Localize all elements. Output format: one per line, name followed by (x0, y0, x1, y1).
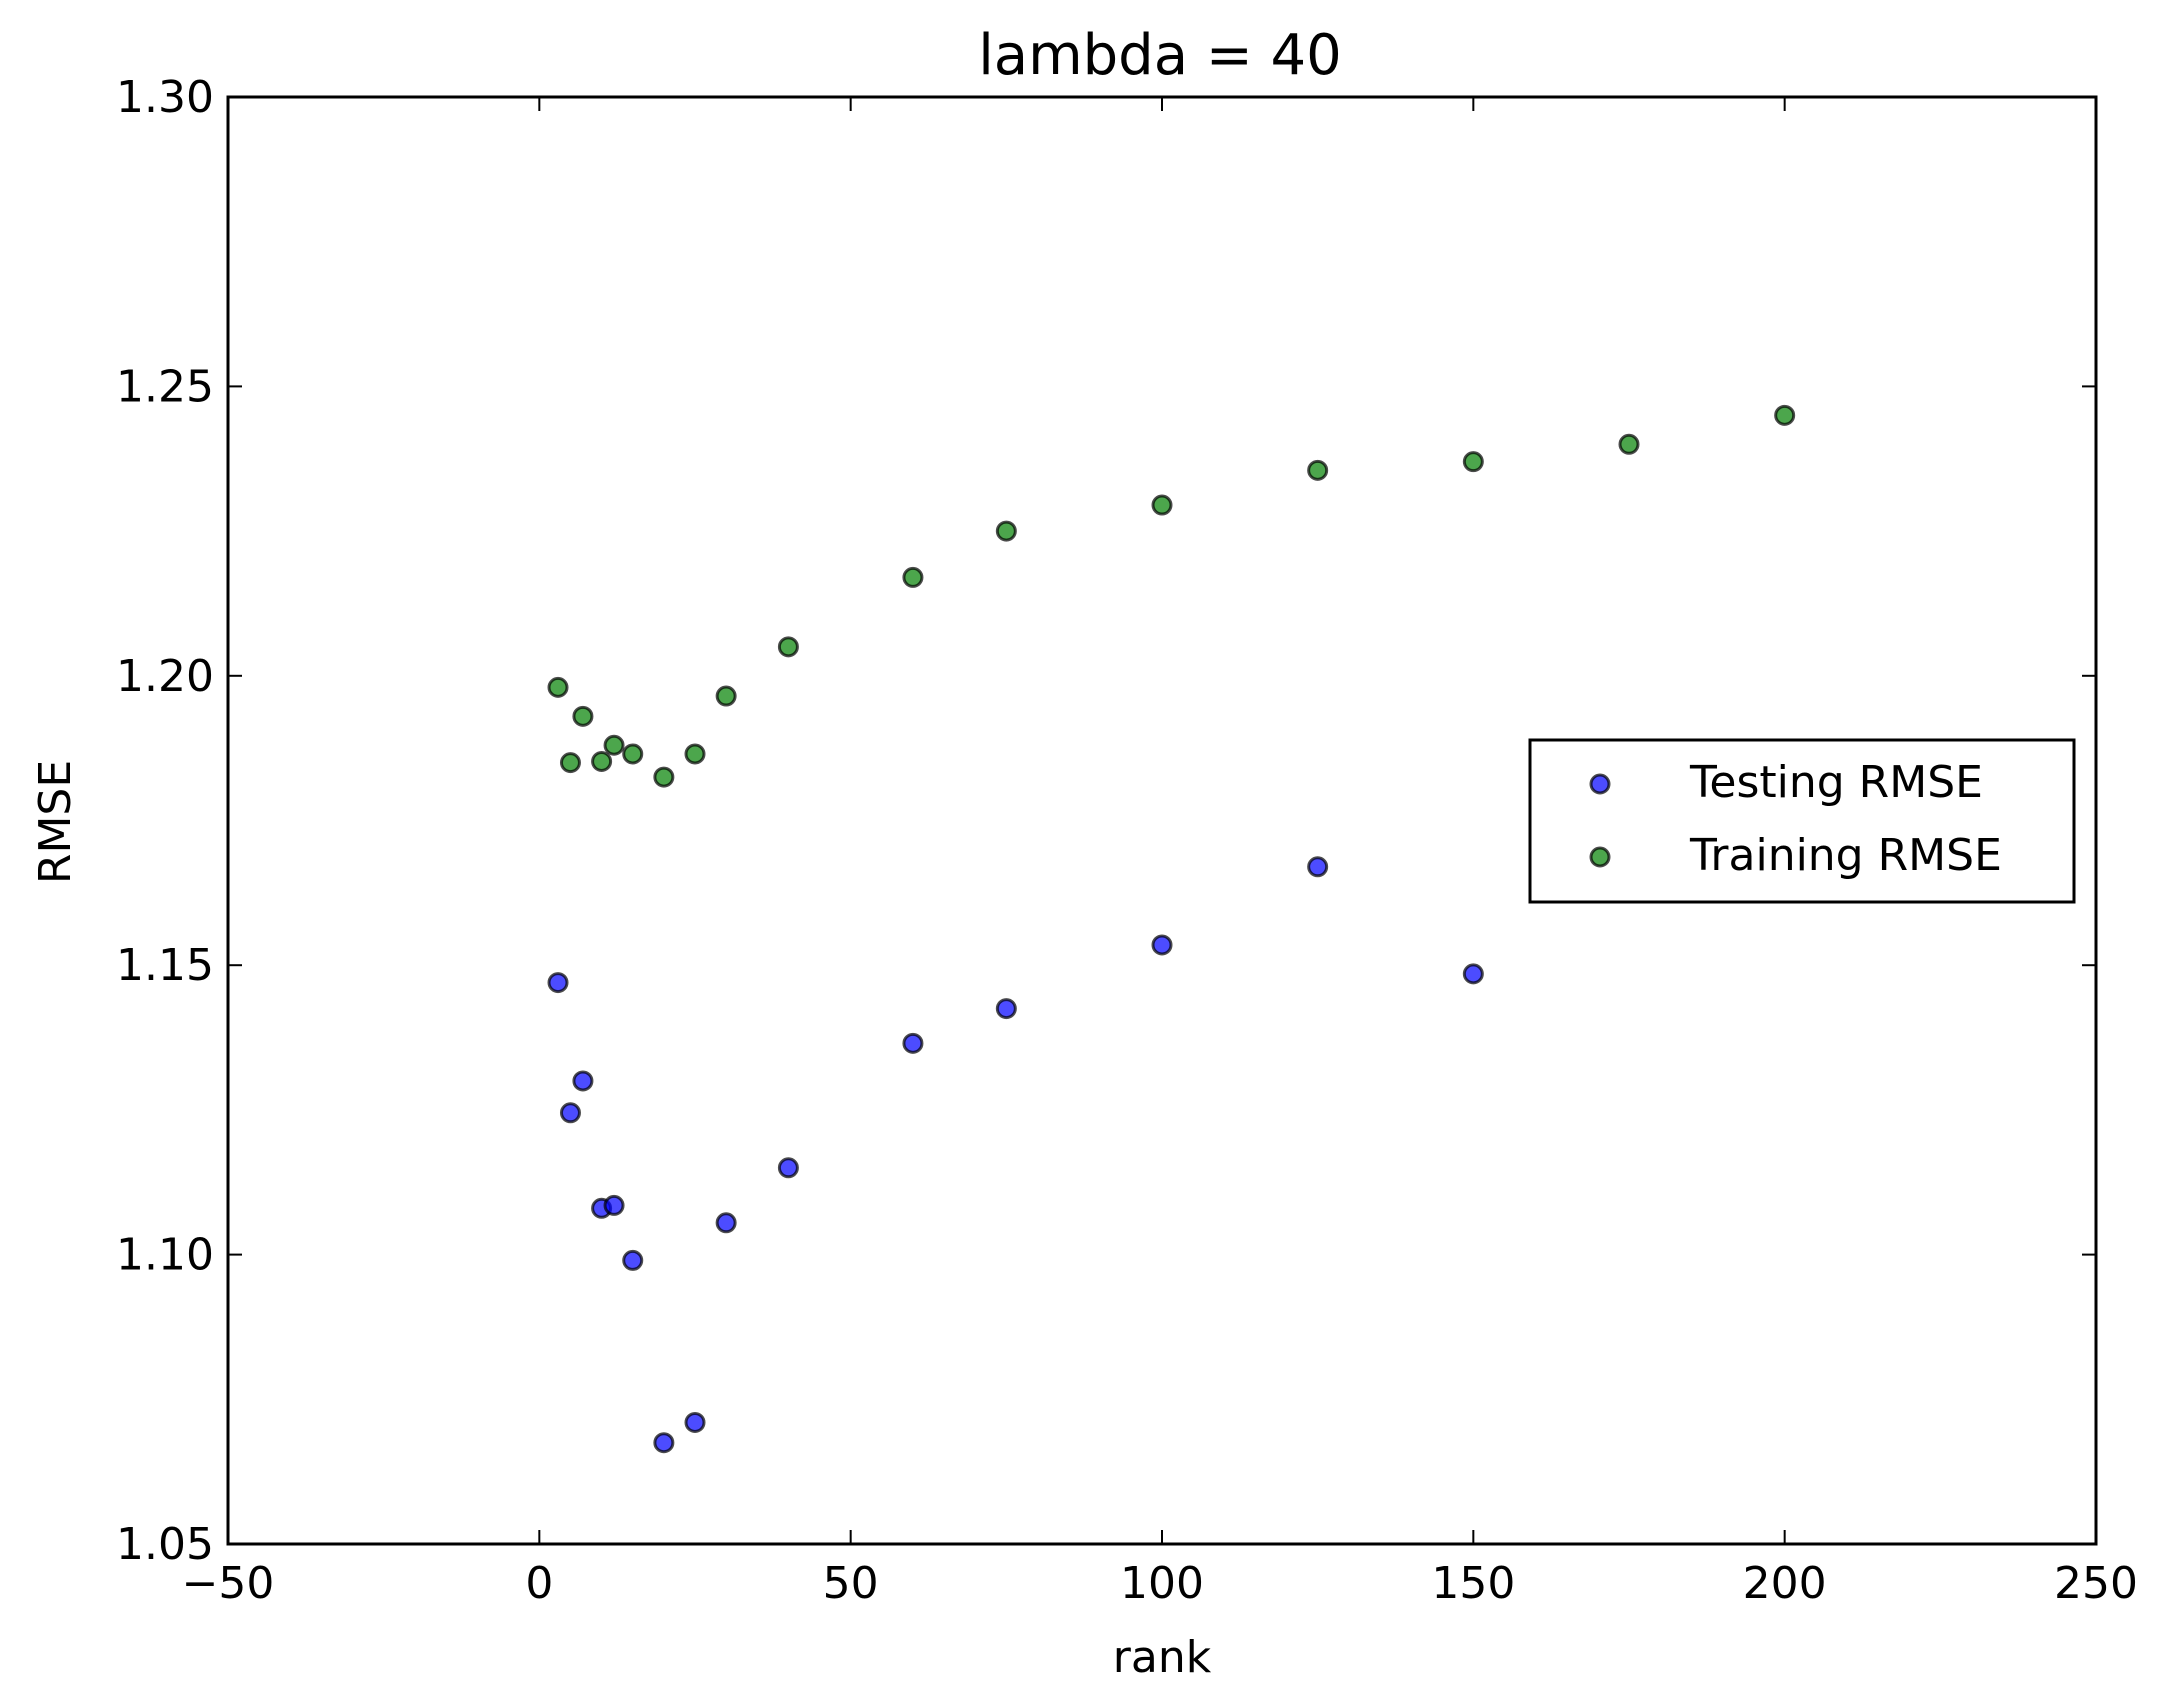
y-tick-label: 1.05 (116, 1519, 214, 1570)
data-point (995, 520, 1017, 542)
data-point (1307, 459, 1329, 481)
y-tick-label: 1.10 (116, 1230, 214, 1281)
data-point (1774, 404, 1796, 426)
data-point (1151, 934, 1173, 956)
axis-ticks: −50 0 50 100 150 200 250 1.05 1.10 1.15 1.20 1.25 1.… (116, 72, 2138, 1609)
data-point (684, 1411, 706, 1433)
series-training (547, 404, 1796, 788)
data-point (547, 676, 569, 698)
x-tick-label: 0 (525, 1558, 553, 1609)
y-tick-label: 1.30 (116, 72, 214, 123)
legend-box (1528, 738, 2076, 904)
plot-frame (226, 95, 2098, 1546)
data-point (902, 1032, 924, 1054)
data-point (591, 750, 613, 772)
y-tick-label: 1.25 (116, 361, 214, 412)
x-tick-label: 250 (2054, 1558, 2138, 1609)
legend: Testing RMSE Training RMSE (1528, 738, 2076, 904)
y-tick-label: 1.20 (116, 651, 214, 702)
data-point (995, 998, 1017, 1020)
data-point (1618, 433, 1640, 455)
chart-title: lambda = 40 (978, 23, 1342, 88)
data-point (603, 734, 625, 756)
data-point (902, 566, 924, 588)
x-tick-label: −50 (182, 1558, 275, 1609)
data-point (777, 636, 799, 658)
data-point (653, 1432, 675, 1454)
data-point (1462, 963, 1484, 985)
data-point (572, 1070, 594, 1092)
data-point (1151, 494, 1173, 516)
x-tick-label: 200 (1743, 1558, 1827, 1609)
y-tick-label: 1.15 (116, 940, 214, 991)
data-point (622, 1249, 644, 1271)
data-point (715, 685, 737, 707)
data-point (715, 1212, 737, 1234)
legend-marker-testing (1589, 773, 1611, 795)
x-tick-label: 50 (823, 1558, 879, 1609)
data-point (1462, 451, 1484, 473)
data-point (547, 972, 569, 994)
y-axis-label: RMSE (30, 760, 81, 884)
data-point (1307, 856, 1329, 878)
data-point (653, 766, 675, 788)
legend-label-training: Training RMSE (1689, 830, 2002, 881)
data-point (777, 1157, 799, 1179)
data-point (572, 705, 594, 727)
data-points (547, 404, 1796, 1454)
data-point (559, 1102, 581, 1124)
data-point (603, 1194, 625, 1216)
legend-marker-training (1589, 846, 1611, 868)
x-tick-label: 150 (1431, 1558, 1515, 1609)
data-point (559, 752, 581, 774)
x-tick-label: 100 (1120, 1558, 1204, 1609)
legend-label-testing: Testing RMSE (1689, 757, 1983, 808)
series-testing (547, 856, 1484, 1454)
data-point (684, 743, 706, 765)
data-point (622, 743, 644, 765)
x-axis-label: rank (1113, 1632, 1212, 1683)
